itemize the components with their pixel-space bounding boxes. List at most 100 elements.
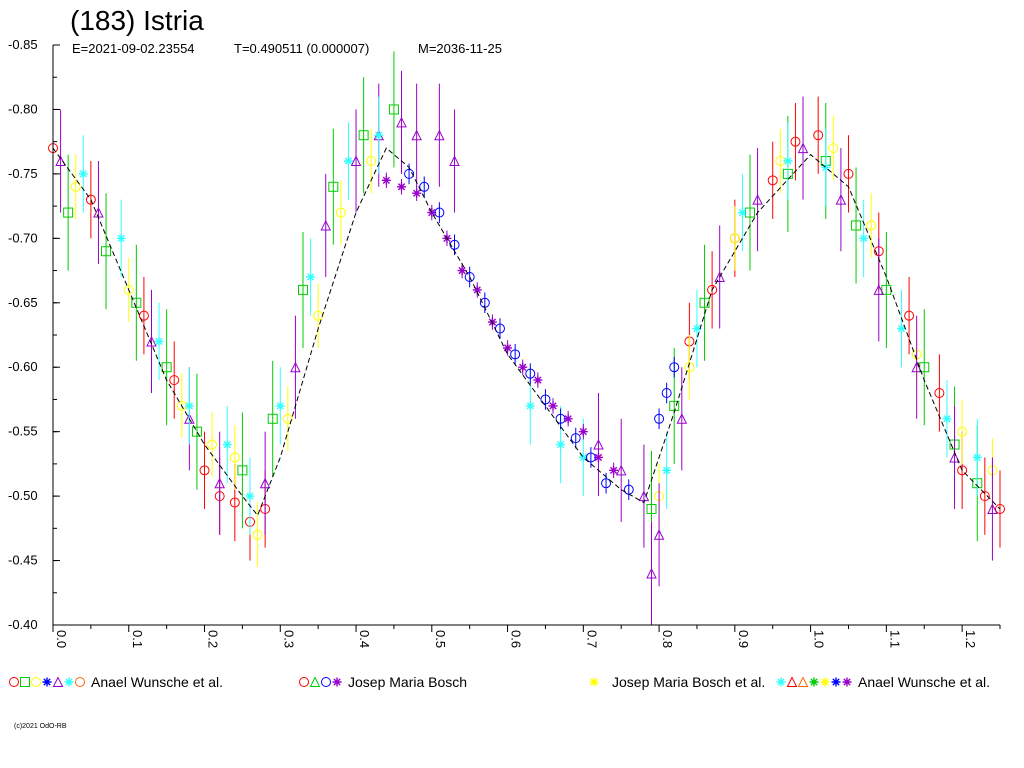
data-point (813, 130, 824, 141)
data-point (207, 439, 218, 450)
fit-curve (52, 147, 1001, 517)
data-point (555, 413, 566, 424)
x-tick-label: 0.6 (509, 630, 524, 648)
data-point (191, 426, 202, 437)
series-group (63, 51, 983, 567)
data-point (161, 362, 172, 373)
x-tick-label: 1.1 (887, 630, 902, 648)
legend-marker (9, 677, 19, 687)
data-point (396, 116, 407, 128)
data-point (797, 142, 809, 154)
data-point (873, 284, 885, 295)
legend-marker (809, 677, 819, 687)
data-point (320, 219, 332, 231)
data-point (237, 465, 248, 476)
data-point (570, 433, 581, 444)
legend-marker (309, 676, 321, 687)
data-point (669, 400, 680, 411)
data-point (503, 343, 513, 353)
data-point (752, 194, 763, 205)
y-tick-label: -0.70 (8, 230, 38, 245)
series-group (70, 115, 998, 567)
data-point (615, 464, 627, 476)
data-point (116, 233, 126, 243)
data-point (366, 156, 377, 166)
x-tick-label: 0.8 (660, 630, 675, 648)
data-point (290, 361, 301, 373)
copyright-label: (c)2021 OdO-RB (14, 723, 67, 730)
data-point (412, 188, 422, 198)
series-group (55, 70, 998, 625)
data-point (518, 362, 528, 372)
legend-marker (299, 677, 309, 687)
data-point (707, 284, 718, 295)
y-tick-label: -0.85 (8, 37, 38, 52)
data-point (123, 284, 134, 295)
data-point (267, 413, 278, 424)
period-label: T=0.490511 (0.000007) (234, 41, 369, 56)
data-point (669, 362, 680, 373)
data-point (404, 168, 415, 179)
data-point (859, 233, 869, 243)
data-point (525, 401, 535, 411)
data-point (578, 452, 588, 462)
x-tick-label: 0.2 (206, 630, 221, 648)
data-point (252, 529, 263, 540)
data-point (70, 181, 81, 192)
data-point (381, 175, 391, 185)
legend-marker (64, 677, 74, 687)
legend-marker (820, 677, 830, 687)
legend-label: Josep Maria Bosch et al. (612, 674, 765, 690)
data-point (457, 266, 467, 276)
data-point (821, 162, 831, 172)
data-point (653, 529, 665, 540)
data-point (578, 427, 588, 437)
data-point (85, 194, 96, 205)
y-tick-label: -0.40 (8, 617, 38, 632)
data-point (934, 388, 945, 398)
data-point (146, 335, 157, 347)
data-point (449, 239, 460, 250)
data-point (714, 271, 725, 282)
legend-label: Josep Maria Bosch (348, 674, 467, 690)
data-point (783, 156, 793, 166)
legend-label: Anael Wunsche et al. (91, 674, 223, 690)
data-point (835, 194, 847, 205)
data-point (851, 220, 862, 231)
y-tick-label: -0.50 (8, 488, 38, 503)
data-point (609, 465, 619, 475)
data-point (343, 156, 353, 166)
data-point (593, 452, 603, 462)
data-point (214, 477, 225, 489)
data-point (259, 477, 271, 489)
data-point (843, 168, 854, 179)
data-point (995, 504, 1005, 514)
data-point (949, 451, 960, 463)
x-tick-label: 0.9 (736, 630, 751, 648)
data-point (919, 362, 930, 373)
data-point (434, 207, 445, 218)
series-group (78, 96, 982, 535)
data-point (972, 452, 982, 462)
data-point (979, 491, 990, 502)
legend-marker (31, 677, 41, 687)
y-tick-label: -0.75 (8, 166, 38, 181)
data-point (957, 426, 968, 437)
data-point (487, 317, 497, 327)
data-point (222, 440, 232, 450)
legend-marker (589, 677, 599, 687)
data-point (449, 155, 460, 166)
x-tick-label: 0.5 (433, 630, 448, 648)
data-point (790, 136, 801, 147)
data-point (548, 401, 558, 411)
data-point (275, 401, 285, 411)
data-point (563, 414, 573, 424)
data-point (419, 181, 430, 192)
y-tick-label: -0.65 (8, 295, 38, 310)
legend-marker (321, 677, 331, 687)
data-point (654, 413, 665, 424)
data-point (245, 491, 255, 501)
data-point (692, 324, 702, 334)
legend-marker (797, 676, 809, 687)
